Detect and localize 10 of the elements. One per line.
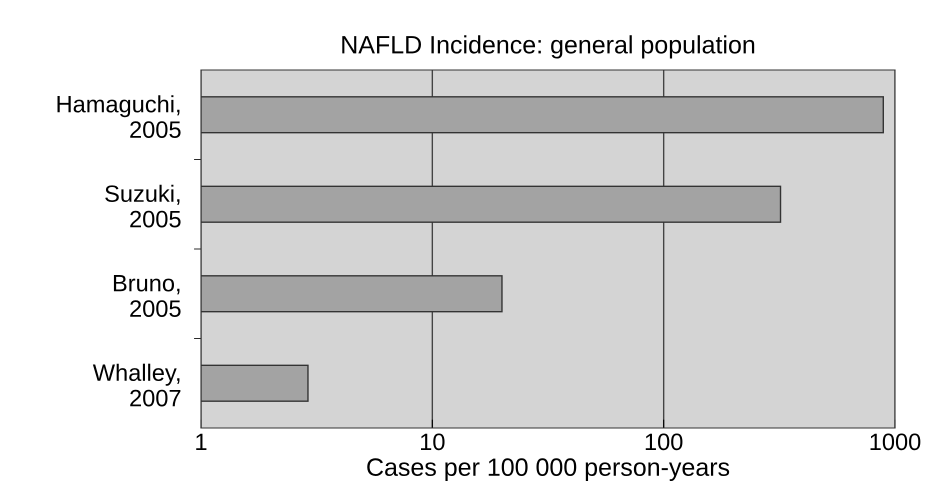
x-tick-label: 10	[421, 433, 445, 450]
y-tick-label: Hamaguchi, 2005	[58, 95, 181, 138]
y-tick-label: Whalley, 2007	[92, 364, 180, 406]
x-tick-label: 1000	[870, 433, 920, 450]
y-tick-label: Suzuki, 2005	[105, 184, 181, 228]
chart-title: NAFLD Incidence: general population	[342, 35, 754, 59]
x-tick-label: 100	[646, 433, 682, 450]
y-tick-label: Bruno, 2005	[114, 275, 181, 317]
x-axis-title: Cases per 100 000 person-years	[367, 458, 730, 481]
x-tick-label: 1	[196, 434, 206, 450]
